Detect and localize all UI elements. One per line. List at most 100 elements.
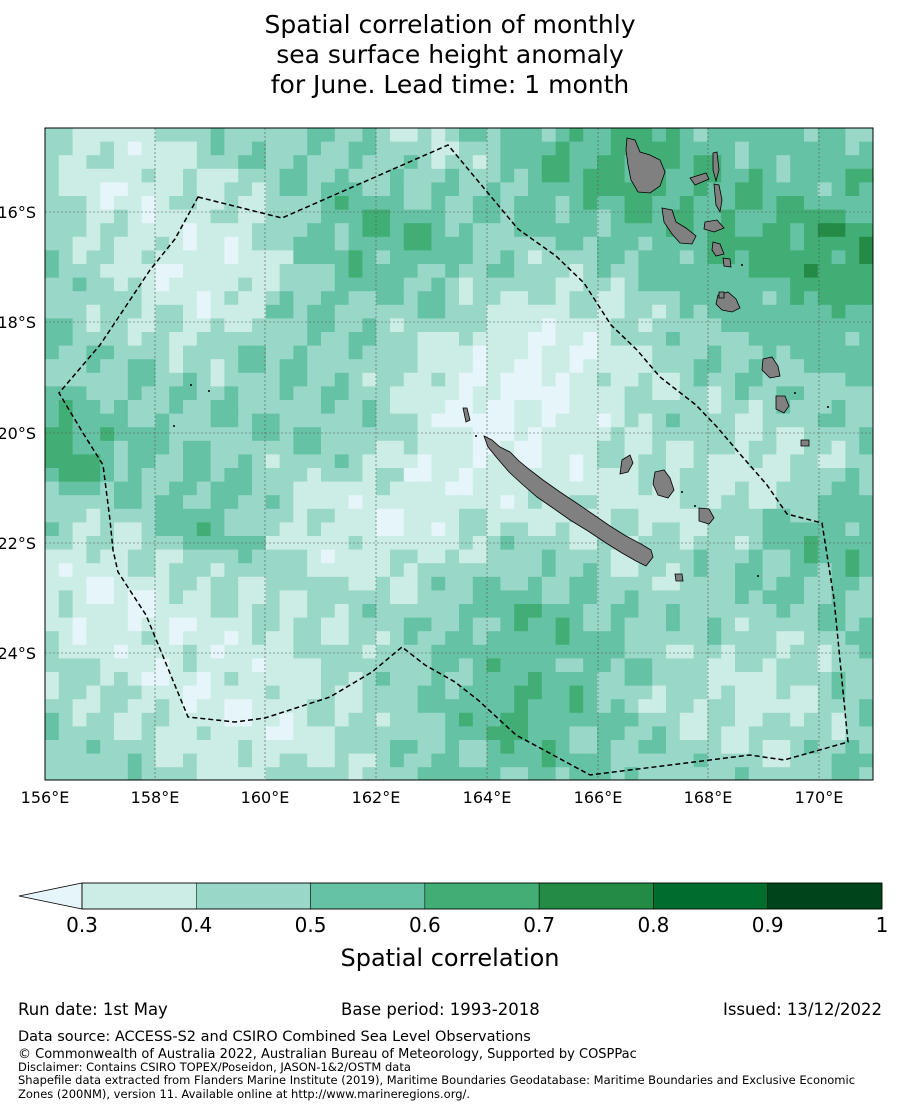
heatmap-cell (238, 481, 253, 496)
heatmap-cell (459, 440, 474, 455)
heatmap-cell (58, 644, 73, 659)
heatmap-cell (58, 699, 73, 714)
heatmap-cell (831, 223, 846, 238)
heatmap-cell (500, 767, 515, 781)
heatmap-cell (762, 318, 777, 333)
heatmap-cell (748, 264, 763, 278)
heatmap-cell (86, 141, 101, 156)
heatmap-cell (721, 332, 736, 346)
heatmap-cell (610, 658, 625, 673)
heatmap-cell (183, 468, 198, 482)
heatmap-cell (100, 168, 115, 183)
heatmap-cell (127, 359, 142, 374)
heatmap-cell (307, 277, 322, 292)
heatmap-cell (293, 740, 308, 754)
heatmap-cell (831, 236, 846, 251)
heatmap-cell (376, 631, 391, 646)
heatmap-cell (583, 304, 598, 319)
heatmap-cell (265, 372, 280, 387)
heatmap-cell (583, 196, 598, 210)
heatmap-cell (445, 508, 460, 523)
heatmap-cell (238, 277, 253, 292)
heatmap-cell (376, 413, 391, 428)
heatmap-cell (555, 699, 570, 714)
heatmap-cell (196, 209, 211, 224)
heatmap-cell (210, 590, 225, 605)
heatmap-cell (693, 740, 708, 754)
heatmap-cell (666, 332, 681, 346)
heatmap-cell (845, 264, 860, 278)
heatmap-cell (390, 617, 405, 632)
heatmap-cell (210, 440, 225, 455)
heatmap-cell (321, 304, 336, 319)
heatmap-cell (500, 522, 515, 537)
heatmap-cell (86, 658, 101, 673)
heatmap-cell (583, 372, 598, 387)
heatmap-cell (762, 223, 777, 238)
heatmap-cell (169, 508, 184, 523)
heatmap-cell (390, 468, 405, 482)
heatmap-cell (100, 223, 115, 238)
heatmap-cell (721, 495, 736, 510)
heatmap-cell (735, 726, 750, 741)
heatmap-cell (58, 427, 73, 442)
heatmap-cell (334, 644, 349, 659)
heatmap-cell (541, 536, 556, 550)
heatmap-cell (155, 236, 170, 251)
heatmap-cell (514, 753, 529, 768)
heatmap-cell (486, 658, 501, 673)
heatmap-cell (431, 236, 446, 251)
heatmap-cell (652, 563, 667, 578)
heatmap-cell (265, 753, 280, 768)
heatmap-cell (58, 590, 73, 605)
heatmap-cell (169, 604, 184, 618)
heatmap-cell (417, 631, 432, 646)
heatmap-cell (790, 658, 805, 673)
heatmap-cell (45, 400, 60, 414)
heatmap-cell (817, 277, 832, 292)
heatmap-cell (183, 508, 198, 523)
heatmap-cell (376, 658, 391, 673)
heatmap-cell (486, 359, 501, 374)
heatmap-cell (845, 250, 860, 265)
heatmap-cell (610, 753, 625, 768)
heatmap-cell (666, 277, 681, 292)
heatmap-cell (569, 604, 584, 618)
heatmap-cell (141, 576, 156, 591)
heatmap-cell (334, 155, 349, 170)
heatmap-cell (58, 726, 73, 741)
heatmap-cell (817, 508, 832, 523)
heatmap-cell (638, 740, 653, 754)
heatmap-cell (224, 413, 239, 428)
heatmap-cell (721, 386, 736, 401)
heatmap-cell (804, 590, 819, 605)
heatmap-cell (693, 141, 708, 156)
heatmap-cell (790, 196, 805, 210)
heatmap-cell (265, 508, 280, 523)
heatmap-cell (831, 753, 846, 768)
map-title-line-3: for June. Lead time: 1 month (270, 70, 630, 99)
heatmap-cell (279, 549, 294, 564)
colorbar-bin (538, 882, 654, 910)
heatmap-cell (334, 767, 349, 781)
heatmap-cell (583, 223, 598, 238)
heatmap-cell (845, 454, 860, 469)
heatmap-cell (541, 196, 556, 210)
heatmap-cell (679, 454, 694, 469)
heatmap-cell (403, 563, 418, 578)
heatmap-cell (196, 168, 211, 183)
heatmap-cell (652, 196, 667, 210)
heatmap-cell (679, 644, 694, 659)
heatmap-cell (321, 413, 336, 428)
heatmap-cell (817, 767, 832, 781)
heatmap-cell (224, 400, 239, 414)
heatmap-cell (362, 209, 377, 224)
heatmap-cell (748, 508, 763, 523)
heatmap-cell (721, 481, 736, 496)
heatmap-cell (127, 318, 142, 333)
heatmap-cell (707, 617, 722, 632)
heatmap-cell (459, 236, 474, 251)
heatmap-cell (265, 264, 280, 278)
heatmap-cell (610, 128, 625, 142)
heatmap-cell (472, 400, 487, 414)
